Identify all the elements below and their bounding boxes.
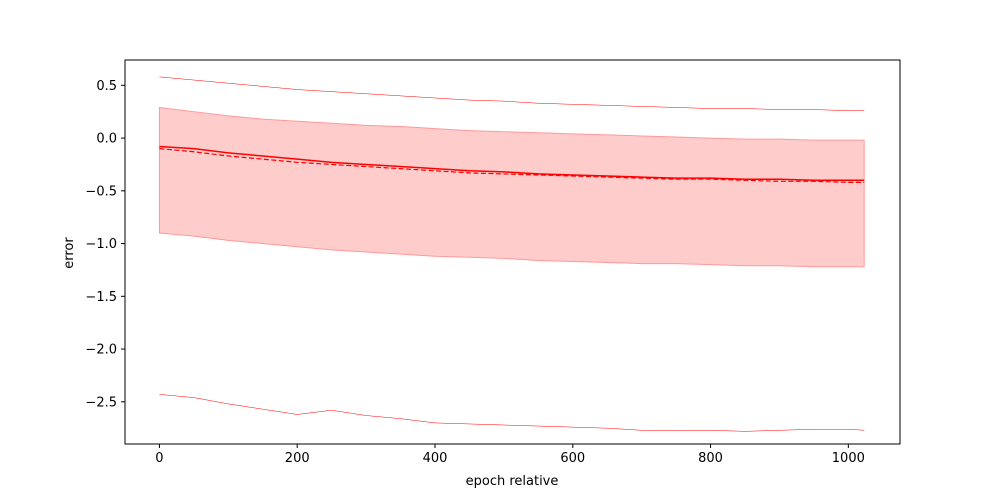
confidence-band [158,106,865,268]
x-axis-label: epoch relative [466,474,559,489]
y-tick-label: 0.5 [96,79,117,94]
y-tick-label: −0.5 [85,184,117,199]
y-tick-label: −1.5 [85,290,117,305]
series-line-1 [159,145,865,182]
y-tick-label: −1.0 [85,237,117,252]
y-tick-label: −2.5 [85,395,117,410]
x-tick-label: 200 [285,451,310,466]
x-tick-label: 400 [423,451,448,466]
plot-area [158,76,865,432]
axes: 0 200 400 600 800 1000 0.5 0.0 −0.5 −1.0 −1.5 −2.0 −… [85,59,901,466]
series-line-3 [159,76,865,111]
y-tick-label: 0.0 [96,132,117,147]
x-tick-label: 0 [155,451,163,466]
series-line-2 [159,148,865,183]
axes-frame [124,59,901,445]
series-line-4 [159,394,865,432]
x-tick-label: 600 [560,451,585,466]
y-tick-label: −2.0 [85,343,117,358]
y-axis-label: error [62,237,77,269]
x-tick-label: 1000 [832,451,865,466]
x-tick-label: 800 [698,451,723,466]
